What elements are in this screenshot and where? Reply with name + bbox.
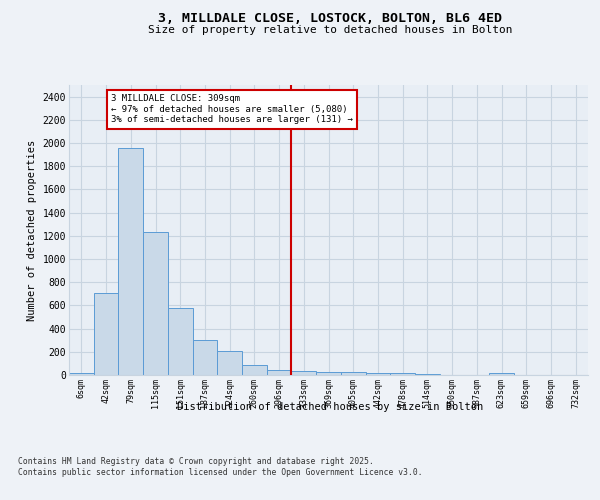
Text: Size of property relative to detached houses in Bolton: Size of property relative to detached ho…: [148, 25, 512, 35]
Bar: [217, 351, 242, 375]
Bar: [267, 370, 292, 375]
Y-axis label: Number of detached properties: Number of detached properties: [27, 140, 37, 320]
Bar: [292, 370, 316, 375]
Bar: [415, 374, 440, 375]
Bar: [365, 372, 390, 375]
Text: Contains HM Land Registry data © Crown copyright and database right 2025.
Contai: Contains HM Land Registry data © Crown c…: [18, 458, 422, 477]
Bar: [118, 148, 143, 375]
Bar: [242, 365, 267, 375]
Bar: [489, 374, 514, 375]
Text: Distribution of detached houses by size in Bolton: Distribution of detached houses by size …: [177, 402, 483, 412]
Bar: [193, 340, 217, 375]
Bar: [390, 372, 415, 375]
Bar: [168, 308, 193, 375]
Bar: [69, 374, 94, 375]
Bar: [143, 232, 168, 375]
Bar: [316, 372, 341, 375]
Bar: [341, 372, 365, 375]
Text: 3, MILLDALE CLOSE, LOSTOCK, BOLTON, BL6 4ED: 3, MILLDALE CLOSE, LOSTOCK, BOLTON, BL6 …: [158, 12, 502, 26]
Text: 3 MILLDALE CLOSE: 309sqm
← 97% of detached houses are smaller (5,080)
3% of semi: 3 MILLDALE CLOSE: 309sqm ← 97% of detach…: [111, 94, 353, 124]
Bar: [94, 292, 118, 375]
